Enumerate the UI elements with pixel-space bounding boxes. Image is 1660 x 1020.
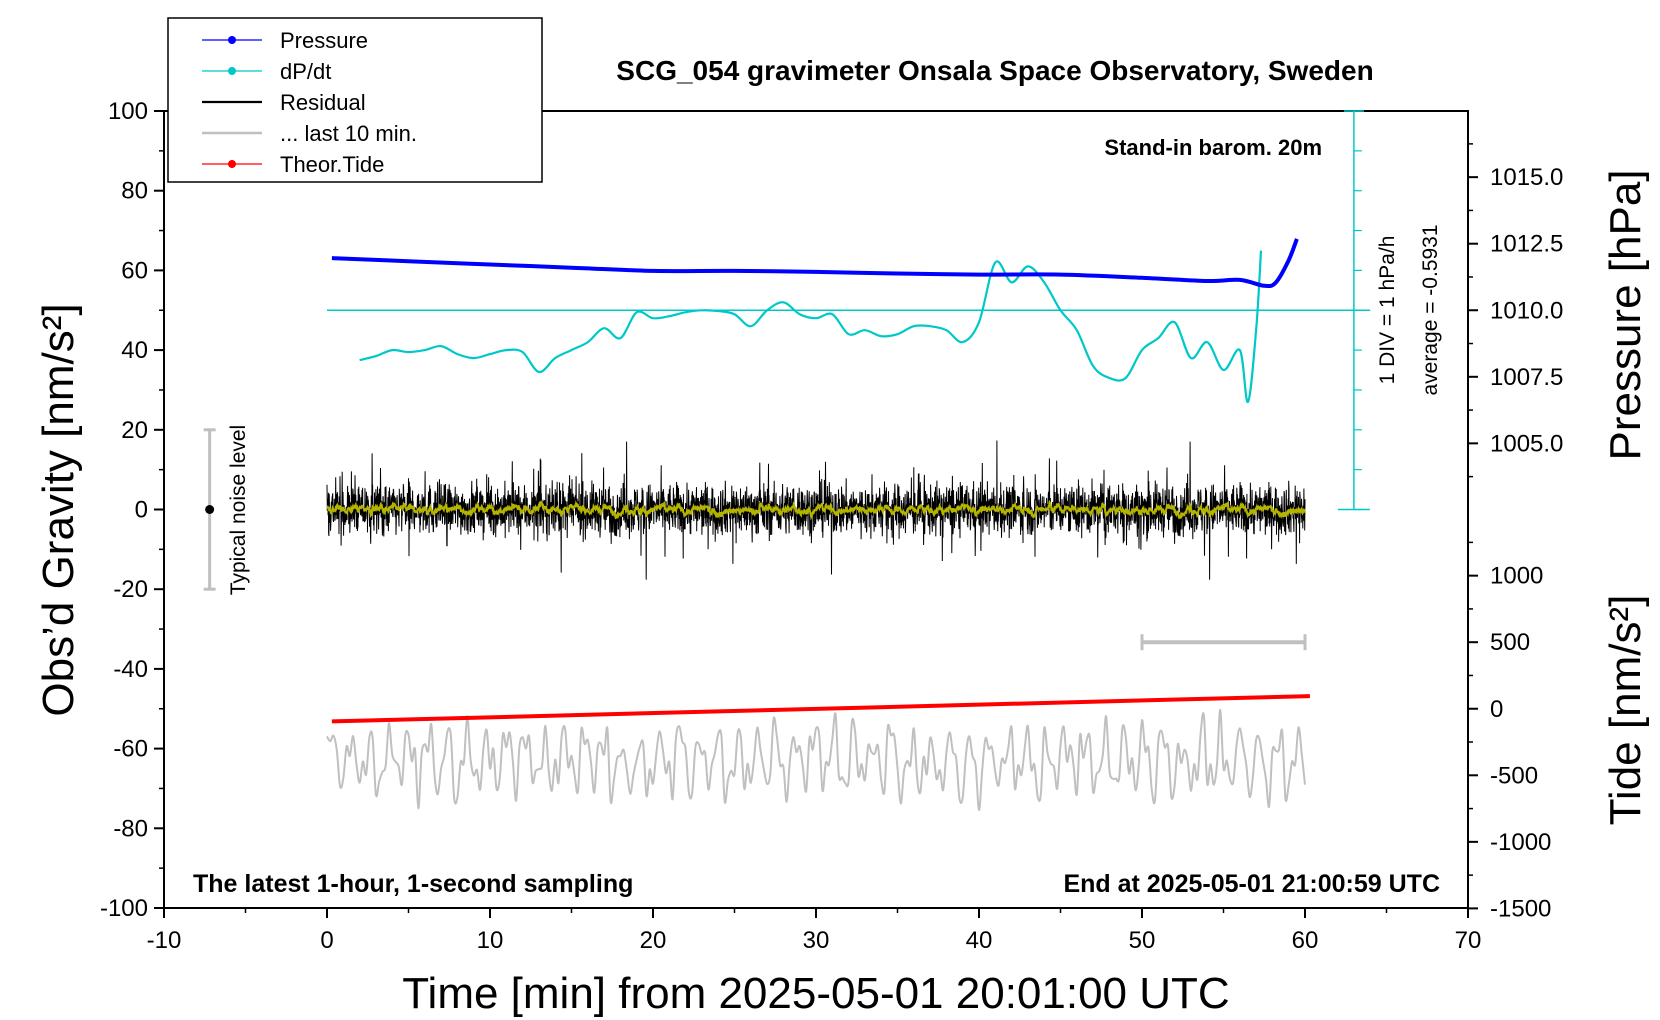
noise-bar-group — [203, 428, 216, 591]
y-axis-title-pressure: Pressure [hPa] — [1601, 169, 1650, 460]
y-tick-label: 0 — [135, 497, 148, 524]
annotation-bottom-left: The latest 1-hour, 1-second sampling — [193, 870, 633, 898]
annotation-top-right: Stand-in barom. 20m — [1104, 135, 1322, 160]
tide-group — [331, 694, 1310, 724]
legend-marker — [228, 160, 236, 168]
legend-marker — [228, 67, 236, 75]
x-tick-label: 30 — [803, 927, 830, 954]
legend-marker — [228, 36, 236, 44]
legend-label: Theor.Tide — [280, 152, 384, 177]
x-tick-label: 20 — [640, 927, 667, 954]
y-axis-left: 100 80 60 40 20 0 -20 -40 -60 -80 -100 — [100, 98, 164, 922]
residual-smooth-line — [326, 499, 1306, 521]
y-axis-title-left: Obs’d Gravity [nm/s²] — [34, 303, 83, 716]
legend-label: Residual — [280, 90, 366, 115]
residual-line — [326, 440, 1306, 580]
annotation-average: average = -0.5931 — [1419, 224, 1442, 395]
pressure-tick-label: 1010.0 — [1490, 297, 1563, 324]
x-tick-label: 10 — [477, 927, 504, 954]
tide-line — [331, 694, 1310, 724]
x-tick-label: 60 — [1292, 927, 1319, 954]
tide-tick-label: 500 — [1490, 629, 1530, 656]
x-tick-label: 50 — [1129, 927, 1156, 954]
pressure-line — [331, 238, 1299, 289]
x-tick-label: 40 — [966, 927, 993, 954]
legend-label: dP/dt — [280, 59, 331, 84]
dpdt-line — [359, 250, 1263, 404]
y-tick-label: -40 — [113, 656, 148, 683]
y-tick-label: 20 — [121, 417, 148, 444]
annotation-div-note: 1 DIV = 1 hPa/h — [1376, 236, 1399, 385]
y-tick-label: 80 — [121, 178, 148, 205]
pressure-tick-label: 1005.0 — [1490, 430, 1563, 457]
y-tick-label: -80 — [113, 815, 148, 842]
tide-tick-label: 0 — [1490, 696, 1503, 723]
legend: Pressure dP/dt Residual ... last 10 min. The… — [167, 17, 543, 183]
legend-box — [167, 17, 543, 183]
annotation-noise: Typical noise level — [227, 425, 250, 595]
x-tick-label: 0 — [320, 927, 333, 954]
y-axis-title-tide: Tide [nm/s²] — [1601, 595, 1650, 826]
noise-bar-center — [205, 505, 215, 514]
y-tick-label: -100 — [100, 895, 148, 922]
pressure-tick-label: 1012.5 — [1490, 231, 1563, 258]
tide-tick-label: 1000 — [1490, 563, 1543, 590]
y-tick-label: 40 — [121, 337, 148, 364]
x-tick-label: -10 — [147, 927, 182, 954]
residual-group — [326, 440, 1306, 580]
y-tick-label: 100 — [108, 98, 148, 125]
pressure-tick-label: 1015.0 — [1490, 164, 1563, 191]
y-axis-right: 1015.0 1012.5 1010.0 1007.5 1005.0 1000 500 0 -5… — [1468, 143, 1563, 922]
pressure-group — [331, 238, 1299, 289]
last10-line — [326, 708, 1306, 812]
y-tick-label: -60 — [113, 736, 148, 763]
x-axis-title: Time [min] from 2025-05-01 20:01:00 UTC — [402, 969, 1229, 1018]
x-axis: -10 0 10 20 30 40 50 60 70 — [147, 908, 1482, 954]
residual-smooth-group — [326, 499, 1306, 521]
last10-group — [326, 708, 1306, 812]
tide-tick-label: -1500 — [1490, 895, 1551, 922]
last10-range-group — [1140, 634, 1307, 651]
legend-label: Pressure — [280, 28, 368, 53]
chart-title: SCG_054 gravimeter Onsala Space Observat… — [616, 55, 1373, 86]
x-tick-label: 70 — [1455, 927, 1482, 954]
y-tick-label: 60 — [121, 257, 148, 284]
tide-tick-label: -1000 — [1490, 829, 1551, 856]
annotation-bottom-right: End at 2025-05-01 21:00:59 UTC — [1063, 870, 1440, 898]
tide-tick-label: -500 — [1490, 762, 1538, 789]
y-tick-label: -20 — [113, 576, 148, 603]
pressure-tick-label: 1007.5 — [1490, 364, 1563, 391]
dpdt-group — [359, 250, 1263, 404]
legend-label: ... last 10 min. — [280, 121, 417, 146]
